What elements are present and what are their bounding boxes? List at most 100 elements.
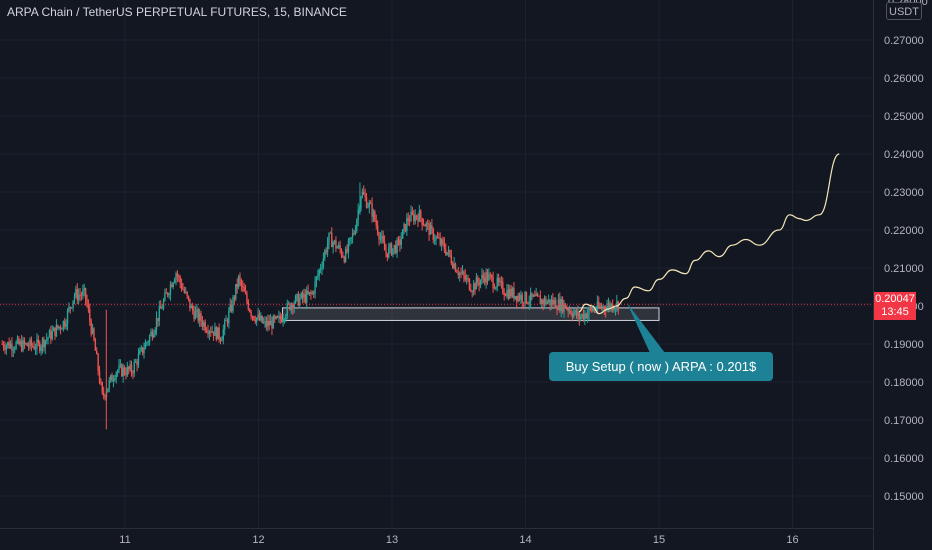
candle-body	[303, 294, 305, 299]
candle-body	[13, 348, 16, 350]
candle-body	[118, 365, 120, 371]
candle-body	[328, 232, 330, 244]
candle-body	[614, 308, 617, 310]
candle-body	[397, 239, 400, 241]
candle-body	[535, 293, 537, 297]
candle-body	[349, 238, 351, 242]
candle-body	[388, 247, 390, 258]
candle-body	[257, 314, 259, 318]
candle-body	[417, 217, 419, 222]
candle-body	[379, 237, 382, 240]
candle-body	[420, 210, 422, 219]
candle-body	[563, 303, 565, 312]
candle-body	[347, 241, 350, 252]
candle-body	[517, 295, 519, 302]
candle-body	[332, 242, 334, 248]
candle-body	[39, 342, 41, 351]
candle-body	[27, 345, 30, 347]
time-tick-label: 15	[653, 534, 665, 546]
candle-body	[610, 303, 612, 309]
candle-body	[324, 250, 326, 259]
candle-body	[541, 299, 543, 305]
candle-body	[148, 335, 151, 342]
candle-body	[201, 321, 204, 327]
candle-body	[374, 211, 376, 221]
candle-body	[458, 272, 461, 276]
candle-body	[236, 284, 238, 287]
candle-body	[542, 299, 544, 304]
candle-body	[26, 343, 28, 346]
candle-body	[474, 283, 476, 290]
candle-body	[111, 375, 113, 382]
candle-body	[215, 327, 218, 340]
candle-body	[157, 317, 159, 322]
candle-body	[310, 292, 312, 294]
candle-body	[212, 331, 215, 336]
candle-body	[12, 349, 15, 351]
candle-body	[87, 304, 90, 310]
candle-body	[247, 301, 250, 310]
candle-body	[89, 309, 91, 321]
candle-body	[283, 319, 286, 321]
candle-body	[147, 341, 149, 343]
candle-body	[189, 298, 191, 309]
candle-body	[593, 309, 596, 311]
price-tick-label: 0.27000	[884, 35, 924, 47]
candle-body	[485, 272, 487, 283]
candle-body	[269, 320, 272, 326]
candle-body	[108, 380, 110, 389]
candle-body	[161, 308, 163, 310]
candle-body	[461, 271, 464, 274]
candle-body	[64, 321, 66, 327]
candle-body	[285, 315, 287, 320]
candle-body	[84, 288, 87, 299]
candle-body	[427, 223, 429, 225]
candle-body	[237, 276, 240, 287]
candle-body	[407, 218, 409, 221]
candle-body	[93, 328, 95, 340]
candle-body	[289, 303, 291, 310]
candle-body	[325, 250, 327, 253]
candle-body	[176, 273, 179, 277]
candle-body	[190, 305, 193, 309]
candle-body	[250, 311, 252, 317]
candle-body	[34, 348, 37, 350]
candle-body	[165, 292, 167, 294]
candle-body	[186, 291, 188, 296]
candle-body	[311, 292, 313, 294]
candle-body	[18, 338, 20, 345]
currency-unit-button[interactable]: USDT	[886, 2, 922, 20]
candle-body	[432, 228, 434, 240]
candle-body	[522, 302, 525, 304]
buy-setup-callout[interactable]: Buy Setup ( now ) ARPA : 0.201$	[549, 352, 773, 381]
candle-body	[264, 321, 266, 322]
candle-body	[187, 295, 190, 299]
candle-body	[497, 278, 500, 283]
candle-body	[559, 299, 561, 311]
candle-body	[385, 250, 387, 253]
candle-body	[478, 282, 480, 286]
candle-body	[222, 329, 224, 340]
price-tick-label: 0.26000	[884, 73, 924, 85]
candle-body	[381, 236, 383, 238]
candle-body	[25, 343, 27, 345]
candle-body	[230, 304, 233, 311]
candle-body	[132, 372, 134, 374]
candle-body	[556, 308, 558, 310]
candle-body	[539, 296, 542, 305]
candle-body	[511, 287, 514, 297]
candle-body	[475, 277, 478, 290]
candle-body	[23, 339, 26, 344]
candle-body	[232, 297, 234, 311]
candle-body	[151, 331, 154, 338]
candle-body	[335, 240, 337, 249]
candle-body	[297, 293, 300, 306]
candle-body	[29, 339, 31, 347]
candle-body	[275, 316, 277, 319]
candle-body	[304, 294, 307, 303]
candle-body	[75, 289, 77, 296]
candle-body	[47, 337, 49, 339]
candle-body	[598, 301, 600, 307]
